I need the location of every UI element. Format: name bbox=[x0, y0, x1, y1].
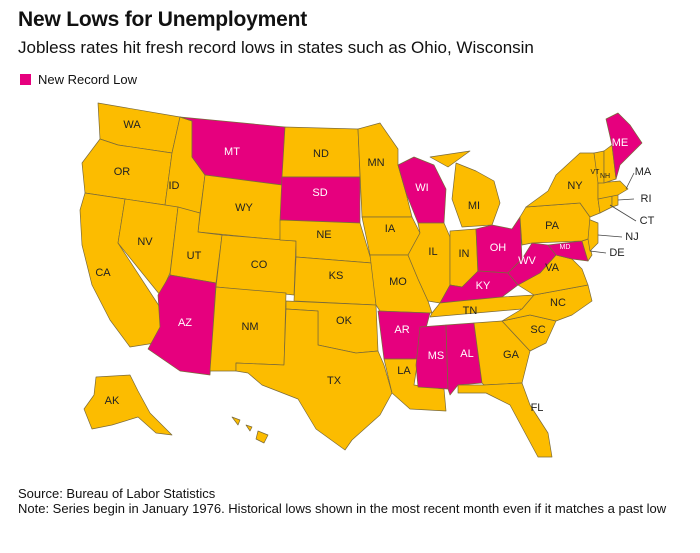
label-wy: WY bbox=[235, 202, 253, 214]
label-mo: MO bbox=[389, 276, 407, 288]
label-tn: TN bbox=[463, 305, 478, 317]
label-vt: VT bbox=[591, 169, 601, 176]
label-me: ME bbox=[612, 137, 629, 149]
label-ny: NY bbox=[567, 180, 583, 192]
label-oh: OH bbox=[490, 242, 507, 254]
label-wa: WA bbox=[123, 119, 141, 131]
state-ak bbox=[83, 374, 173, 436]
label-ok: OK bbox=[336, 315, 353, 327]
state-md bbox=[547, 240, 589, 262]
source-note: Source: Bureau of Labor Statistics bbox=[18, 486, 216, 501]
label-or: OR bbox=[114, 166, 131, 178]
label-in: IN bbox=[459, 248, 470, 260]
label-ar: AR bbox=[394, 324, 409, 336]
label-sd: SD bbox=[312, 187, 327, 199]
label-nc: NC bbox=[550, 297, 566, 309]
label-ma: MA bbox=[635, 166, 652, 178]
label-ut: UT bbox=[187, 250, 202, 262]
label-il: IL bbox=[428, 246, 437, 258]
state-me bbox=[605, 112, 643, 180]
label-al: AL bbox=[460, 348, 473, 360]
footnote: Note: Series begin in January 1976. Hist… bbox=[18, 501, 667, 516]
label-fl: FL bbox=[531, 402, 544, 414]
state-il bbox=[407, 222, 451, 304]
label-ri: RI bbox=[641, 193, 652, 205]
label-mn: MN bbox=[367, 157, 384, 169]
state-hi bbox=[231, 416, 269, 444]
chart-subtitle: Jobless rates hit fresh record lows in s… bbox=[18, 38, 534, 57]
footer: Source: Bureau of Labor Statistics Note:… bbox=[18, 486, 683, 516]
leader-ct bbox=[609, 204, 637, 222]
label-nj: NJ bbox=[625, 231, 638, 243]
label-nh: NH bbox=[600, 173, 610, 180]
label-ia: IA bbox=[385, 223, 396, 235]
label-nd: ND bbox=[313, 148, 329, 160]
label-ms: MS bbox=[428, 350, 445, 362]
label-nv: NV bbox=[137, 236, 153, 248]
us-map-svg: WA OR CA ID NV MT WY UT AZ CO NM ND SD N… bbox=[79, 102, 655, 458]
chart-title: New Lows for Unemployment bbox=[18, 8, 308, 31]
leader-ma bbox=[625, 172, 635, 190]
state-tn bbox=[429, 294, 535, 318]
state-ri bbox=[611, 194, 619, 208]
label-ky: KY bbox=[476, 280, 491, 292]
label-ak: AK bbox=[105, 395, 120, 407]
label-nm: NM bbox=[241, 321, 258, 333]
leader-nj bbox=[597, 234, 623, 238]
state-sd bbox=[279, 176, 361, 224]
state-ma bbox=[597, 180, 629, 200]
label-ga: GA bbox=[503, 349, 520, 361]
label-id: ID bbox=[169, 180, 180, 192]
label-tx: TX bbox=[327, 375, 342, 387]
state-ms bbox=[415, 324, 449, 390]
label-md: MD bbox=[560, 244, 571, 251]
label-ct: CT bbox=[640, 215, 655, 227]
label-mt: MT bbox=[224, 146, 240, 158]
legend-label: New Record Low bbox=[38, 72, 137, 87]
label-wi: WI bbox=[415, 182, 428, 194]
label-mi: MI bbox=[468, 200, 480, 212]
legend: New Record Low bbox=[20, 72, 137, 87]
state-wi bbox=[397, 156, 447, 224]
label-az: AZ bbox=[178, 317, 192, 329]
leader-ri bbox=[617, 198, 635, 201]
state-tx bbox=[235, 308, 393, 451]
label-de: DE bbox=[609, 247, 624, 259]
label-va: VA bbox=[545, 262, 560, 274]
label-pa: PA bbox=[545, 220, 560, 232]
legend-swatch bbox=[20, 74, 31, 85]
state-fl bbox=[457, 382, 553, 458]
label-ca: CA bbox=[95, 267, 111, 279]
leader-de bbox=[589, 250, 607, 254]
us-map: WA OR CA ID NV MT WY UT AZ CO NM ND SD N… bbox=[0, 95, 700, 480]
label-wv: WV bbox=[518, 255, 536, 267]
label-ks: KS bbox=[329, 270, 344, 282]
label-la: LA bbox=[397, 365, 411, 377]
label-co: CO bbox=[251, 259, 268, 271]
state-mi bbox=[429, 150, 501, 228]
label-sc: SC bbox=[530, 324, 545, 336]
label-ne: NE bbox=[316, 229, 331, 241]
